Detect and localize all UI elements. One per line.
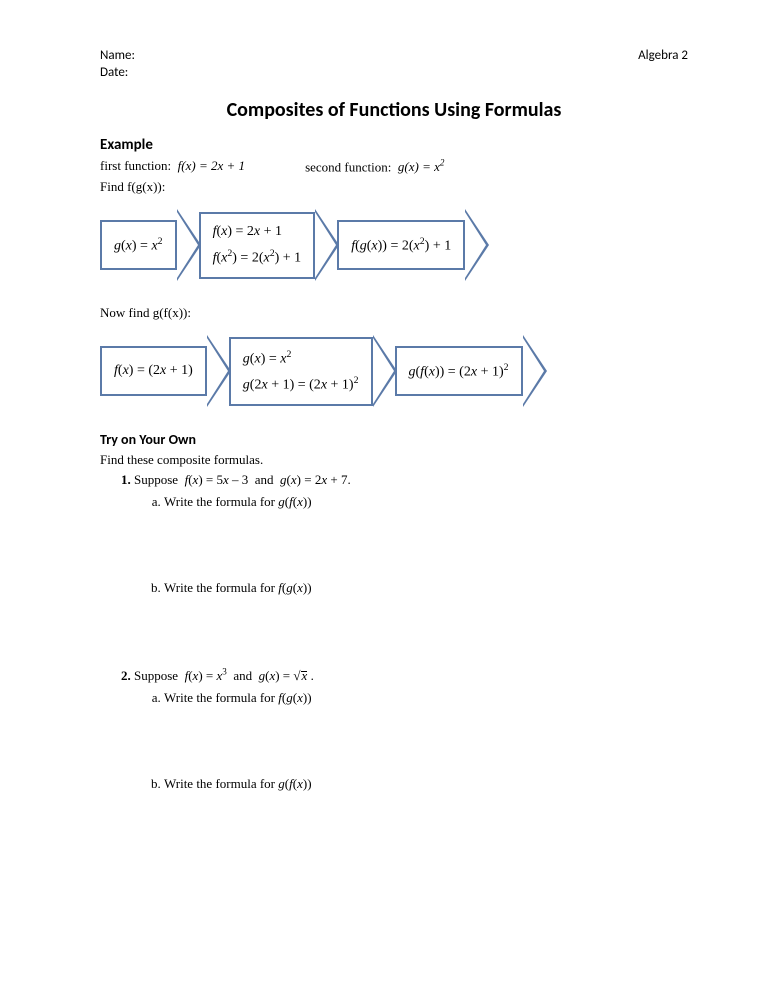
flow2-box2: g(x) = x2 g(2x + 1) = (2x + 1)2 bbox=[229, 335, 397, 407]
problem-2b: Write the formula for g(f(x)) bbox=[164, 776, 688, 792]
try-intro: Find these composite formulas. bbox=[100, 452, 688, 468]
problem-list: Suppose f(x) = 5x – 3 and g(x) = 2x + 7.… bbox=[100, 472, 688, 791]
page-title: Composites of Functions Using Formulas bbox=[100, 98, 688, 122]
find-gfx-label: Now find g(f(x)): bbox=[100, 305, 688, 321]
find-fgx-label: Find f(g(x)): bbox=[100, 179, 688, 195]
problem-2-parts: Write the formula for f(g(x)) Write the … bbox=[134, 690, 688, 792]
arrow-icon bbox=[523, 335, 547, 407]
first-function: first function: f(x) = 2x + 1 bbox=[100, 158, 245, 175]
example-heading: Example bbox=[100, 136, 688, 154]
try-heading: Try on Your Own bbox=[100, 431, 688, 448]
arrow-icon bbox=[465, 209, 489, 281]
flow1-box3: f(g(x)) = 2(x2) + 1 bbox=[337, 209, 489, 281]
flow-diagram-1: g(x) = x2 f(x) = 2x + 1 f(x2) = 2(x2) + … bbox=[100, 209, 688, 281]
flow-diagram-2: f(x) = (2x + 1) g(x) = x2 g(2x + 1) = (2… bbox=[100, 335, 688, 407]
problem-2: Suppose f(x) = x3 and g(x) = √x . Write … bbox=[134, 666, 688, 791]
problem-1b: Write the formula for f(g(x)) bbox=[164, 580, 688, 596]
name-label: Name: bbox=[100, 48, 135, 63]
arrow-icon bbox=[315, 209, 339, 281]
second-function: second function: g(x) = x2 bbox=[305, 158, 444, 175]
function-definitions: first function: f(x) = 2x + 1 second fun… bbox=[100, 158, 688, 175]
problem-1a: Write the formula for g(f(x)) bbox=[164, 494, 688, 510]
problem-1-parts: Write the formula for g(f(x)) Write the … bbox=[134, 494, 688, 596]
course-label: Algebra 2 bbox=[638, 48, 688, 63]
flow1-box1: g(x) = x2 bbox=[100, 209, 201, 281]
arrow-icon bbox=[207, 335, 231, 407]
header-row: Name: Algebra 2 bbox=[100, 48, 688, 63]
flow2-box3: g(f(x)) = (2x + 1)2 bbox=[395, 335, 547, 407]
arrow-icon bbox=[373, 335, 397, 407]
flow2-box1: f(x) = (2x + 1) bbox=[100, 335, 231, 407]
problem-1: Suppose f(x) = 5x – 3 and g(x) = 2x + 7.… bbox=[134, 472, 688, 596]
problem-2a: Write the formula for f(g(x)) bbox=[164, 690, 688, 706]
flow1-box2: f(x) = 2x + 1 f(x2) = 2(x2) + 1 bbox=[199, 209, 340, 281]
date-label: Date: bbox=[100, 65, 688, 80]
arrow-icon bbox=[177, 209, 201, 281]
worksheet-page: Name: Algebra 2 Date: Composites of Func… bbox=[0, 0, 768, 994]
